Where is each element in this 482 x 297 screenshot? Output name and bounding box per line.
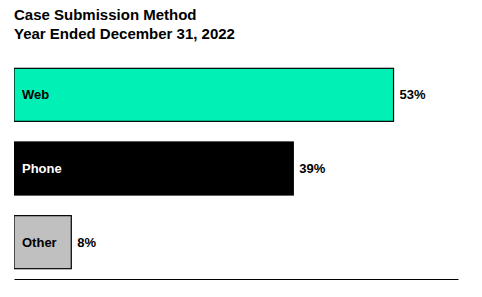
bar bbox=[14, 68, 394, 121]
subtitle: Year Ended December 31, 2022 bbox=[14, 25, 235, 42]
category-label: Other bbox=[22, 235, 57, 250]
plot: Web Phone Other 53% 39% 8% bbox=[14, 68, 459, 279]
bar bbox=[14, 216, 71, 269]
bar bbox=[14, 142, 293, 195]
data-label: 53% bbox=[400, 87, 426, 102]
category-label: Phone bbox=[22, 161, 62, 176]
chart: Case Submission Method Year Ended Decembe… bbox=[0, 0, 482, 297]
data-label: 8% bbox=[77, 235, 96, 250]
data-labels: 53% 39% 8% bbox=[77, 87, 426, 249]
x-axis bbox=[15, 279, 459, 280]
title-group: Case Submission Method Year Ended Decembe… bbox=[14, 6, 235, 42]
data-label: 39% bbox=[299, 161, 325, 176]
category-label: Web bbox=[22, 87, 49, 102]
category-labels: Web Phone Other bbox=[22, 87, 62, 249]
title: Case Submission Method bbox=[14, 6, 197, 23]
axis-line bbox=[15, 279, 459, 280]
bars bbox=[14, 68, 394, 268]
